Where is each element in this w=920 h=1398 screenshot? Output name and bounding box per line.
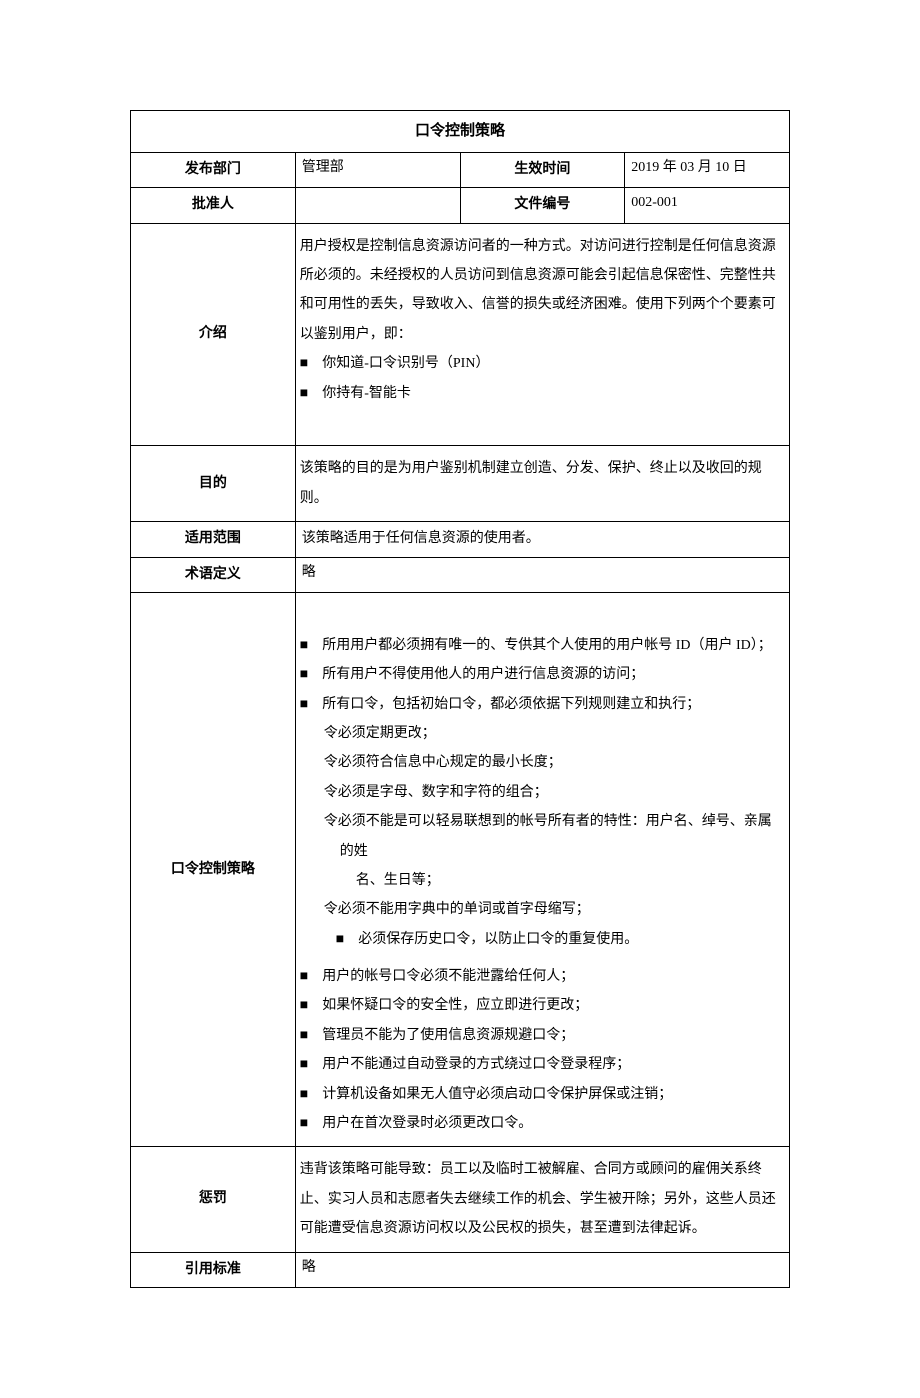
approver-label: 批准人	[131, 188, 296, 224]
policy-b9: 用户在首次登录时必须更改口令。	[300, 1109, 783, 1138]
dept-value: 管理部	[295, 152, 460, 188]
policy-b6: 管理员不能为了使用信息资源规避口令；	[300, 1021, 783, 1050]
policy-s5: 必须不能用字典中的单词或首字母缩写；	[300, 895, 783, 924]
date-label: 生效时间	[460, 152, 625, 188]
approver-value	[295, 188, 460, 224]
intro-content: 用户授权是控制信息资源访问者的一种方式。对访问进行控制是任何信息资源所必须的。未…	[295, 223, 789, 446]
policy-b8: 计算机设备如果无人值守必须启动口令保护屏保或注销；	[300, 1080, 783, 1109]
penalty-content: 违背该策略可能导致：员工以及临时工被解雇、合同方或顾问的雇佣关系终止、实习人员和…	[295, 1147, 789, 1252]
purpose-content: 该策略的目的是为用户鉴别机制建立创造、分发、保护、终止以及收回的规则。	[295, 446, 789, 522]
scope-label: 适用范围	[131, 522, 296, 558]
purpose-text: 该策略的目的是为用户鉴别机制建立创造、分发、保护、终止以及收回的规则。	[300, 454, 783, 513]
intro-text: 用户授权是控制信息资源访问者的一种方式。对访问进行控制是任何信息资源所必须的。未…	[300, 232, 783, 350]
policy-ib1: 必须保存历史口令，以防止口令的重复使用。	[300, 925, 783, 954]
policy-b4: 用户的帐号口令必须不能泄露给任何人；	[300, 962, 783, 991]
policy-document-table: 口令控制策略 发布部门 管理部 生效时间 2019 年 03 月 10 日 批准…	[130, 110, 790, 1288]
terms-content: 略	[295, 557, 789, 593]
policy-b1: 所用用户都必须拥有唯一的、专供其个人使用的用户帐号 ID（用户 ID）；	[300, 631, 783, 660]
policy-content: 所用用户都必须拥有唯一的、专供其个人使用的用户帐号 ID（用户 ID）； 所有用…	[295, 593, 789, 1147]
scope-content: 该策略适用于任何信息资源的使用者。	[295, 522, 789, 558]
policy-b7: 用户不能通过自动登录的方式绕过口令登录程序；	[300, 1050, 783, 1079]
date-value: 2019 年 03 月 10 日	[625, 152, 790, 188]
policy-s4a: 必须不能是可以轻易联想到的帐号所有者的特性：用户名、绰号、亲属的姓	[300, 807, 783, 866]
policy-b3: 所有口令，包括初始口令，都必须依据下列规则建立和执行；	[300, 690, 783, 719]
policy-label: 口令控制策略	[131, 593, 296, 1147]
policy-s3: 必须是字母、数字和字符的组合；	[300, 778, 783, 807]
purpose-label: 目的	[131, 446, 296, 522]
policy-s2: 必须符合信息中心规定的最小长度；	[300, 748, 783, 777]
policy-b2: 所有用户不得使用他人的用户进行信息资源的访问；	[300, 660, 783, 689]
policy-s1: 必须定期更改；	[300, 719, 783, 748]
terms-label: 术语定义	[131, 557, 296, 593]
dept-label: 发布部门	[131, 152, 296, 188]
docno-label: 文件编号	[460, 188, 625, 224]
intro-bullet-2: 你持有-智能卡	[300, 379, 783, 408]
ref-content: 略	[295, 1252, 789, 1288]
intro-bullet-1: 你知道-口令识别号（PIN）	[300, 349, 783, 378]
intro-label: 介绍	[131, 223, 296, 446]
ref-label: 引用标准	[131, 1252, 296, 1288]
policy-b5: 如果怀疑口令的安全性，应立即进行更改；	[300, 991, 783, 1020]
policy-s4b: 名、生日等；	[300, 866, 783, 895]
penalty-label: 惩罚	[131, 1147, 296, 1252]
penalty-text: 违背该策略可能导致：员工以及临时工被解雇、合同方或顾问的雇佣关系终止、实习人员和…	[300, 1155, 783, 1243]
document-title: 口令控制策略	[131, 111, 790, 153]
docno-value: 002-001	[625, 188, 790, 224]
